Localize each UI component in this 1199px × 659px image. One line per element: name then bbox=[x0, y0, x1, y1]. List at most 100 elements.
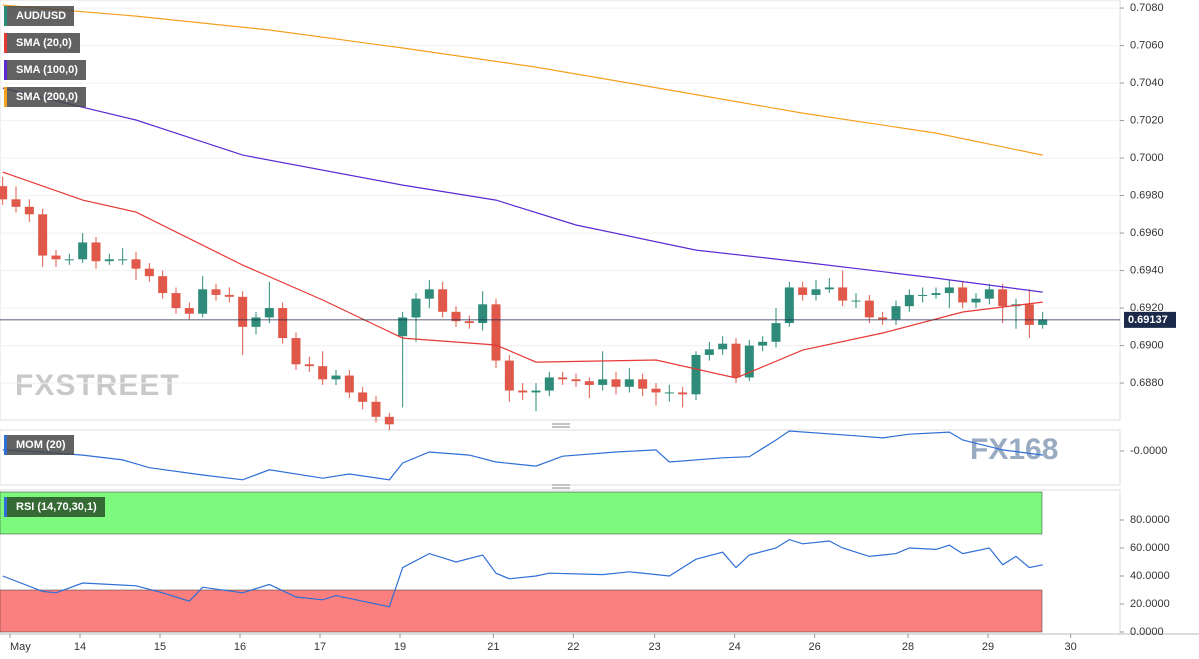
resize-handle[interactable] bbox=[552, 423, 570, 428]
plot-layer bbox=[0, 4, 1120, 633]
x-tick-label: 28 bbox=[902, 641, 914, 653]
legend-entry[interactable]: SMA (20,0) bbox=[4, 33, 80, 53]
sma-line bbox=[2, 4, 1043, 156]
candle-body bbox=[944, 287, 954, 294]
candle-body bbox=[238, 296, 248, 327]
legend-entry[interactable]: RSI (14,70,30,1) bbox=[4, 497, 105, 517]
candle-body bbox=[358, 392, 368, 402]
legend-entry[interactable]: MOM (20) bbox=[4, 435, 74, 455]
x-tick-label: 30 bbox=[1065, 641, 1077, 653]
y-tick-label: 0.6940 bbox=[1130, 264, 1164, 276]
y-tick-label: 40.0000 bbox=[1130, 570, 1170, 582]
legend-entry[interactable]: AUD/USD bbox=[4, 6, 75, 26]
y-tick-label: -0.0000 bbox=[1130, 445, 1167, 457]
candle-body bbox=[371, 401, 381, 417]
y-tick-label: 80.0000 bbox=[1130, 514, 1170, 526]
candle-body bbox=[811, 289, 821, 295]
y-tick-label: 0.7060 bbox=[1130, 39, 1164, 51]
candle-body bbox=[318, 366, 328, 380]
candle-body bbox=[158, 276, 168, 294]
candle-body bbox=[531, 390, 541, 393]
legend-entry[interactable]: SMA (200,0) bbox=[4, 87, 86, 107]
candle-body bbox=[678, 392, 688, 395]
x-tick-label: May bbox=[10, 641, 31, 653]
candle-body bbox=[971, 298, 981, 303]
candle-body bbox=[624, 379, 634, 387]
candle-body bbox=[438, 289, 448, 312]
candle-body bbox=[691, 354, 701, 395]
candle-body bbox=[78, 242, 88, 260]
sma-line bbox=[2, 87, 1043, 293]
legend-entry[interactable]: SMA (100,0) bbox=[4, 60, 86, 80]
y-tick-label: 0.6920 bbox=[1130, 302, 1164, 314]
candle-body bbox=[411, 298, 421, 318]
candle-body bbox=[464, 321, 474, 324]
candle-body bbox=[731, 343, 741, 378]
candle-body bbox=[118, 259, 128, 261]
candle-body bbox=[798, 287, 808, 295]
candle-body bbox=[251, 317, 261, 327]
candle-body bbox=[918, 294, 928, 296]
candle-body bbox=[864, 300, 874, 318]
y-tick-label: 0.6880 bbox=[1130, 377, 1164, 389]
candle-body bbox=[931, 293, 941, 295]
candle-body bbox=[571, 379, 581, 382]
candle-body bbox=[24, 206, 34, 215]
x-tick-label: 23 bbox=[649, 641, 661, 653]
candle-body bbox=[64, 259, 74, 261]
watermark: FX168 bbox=[970, 433, 1058, 466]
candle-body bbox=[424, 289, 434, 299]
y-tick-label: 0.7000 bbox=[1130, 152, 1164, 164]
candle-body bbox=[0, 186, 8, 200]
candle-body bbox=[104, 259, 114, 262]
candle-body bbox=[451, 311, 461, 322]
candle-body bbox=[478, 304, 488, 324]
candle-body bbox=[278, 308, 288, 339]
candle-body bbox=[184, 308, 194, 314]
candle-body bbox=[171, 293, 181, 309]
x-tick-label: 24 bbox=[729, 641, 741, 653]
candle-body bbox=[224, 294, 234, 297]
candle-body bbox=[291, 338, 301, 365]
x-tick-label: 29 bbox=[982, 641, 994, 653]
indicator-line bbox=[2, 538, 1043, 608]
candle-body bbox=[558, 377, 568, 380]
x-tick-label: 19 bbox=[394, 641, 406, 653]
resize-handle[interactable] bbox=[552, 484, 570, 489]
candle-body bbox=[758, 341, 768, 346]
candle-body bbox=[344, 375, 354, 393]
candle-body bbox=[304, 364, 314, 367]
candle-body bbox=[851, 300, 861, 302]
x-tick-label: 22 bbox=[567, 641, 579, 653]
candle-body bbox=[144, 268, 154, 277]
candle-body bbox=[838, 287, 848, 301]
candle-body bbox=[384, 416, 394, 425]
candle-body bbox=[904, 294, 914, 307]
candle-body bbox=[11, 199, 21, 207]
candle-body bbox=[651, 388, 661, 393]
candle-body bbox=[518, 390, 528, 393]
y-tick-label: 0.6900 bbox=[1130, 339, 1164, 351]
x-tick-label: 14 bbox=[74, 641, 86, 653]
x-tick-label: 26 bbox=[809, 641, 821, 653]
x-tick-label: 21 bbox=[487, 641, 499, 653]
y-tick-label: 20.0000 bbox=[1130, 598, 1170, 610]
candle-body bbox=[771, 323, 781, 342]
y-tick-label: 0.7080 bbox=[1130, 2, 1164, 14]
candle-body bbox=[704, 349, 714, 355]
candle-body bbox=[998, 289, 1008, 307]
candle-body bbox=[824, 287, 834, 290]
candle-body bbox=[784, 287, 794, 324]
candle-body bbox=[718, 343, 728, 350]
indicator-line bbox=[2, 430, 1043, 481]
candle-body bbox=[264, 308, 274, 318]
candle-body bbox=[958, 287, 968, 303]
candle-body bbox=[1024, 304, 1034, 325]
y-tick-label: 0.7040 bbox=[1130, 77, 1164, 89]
candle-body bbox=[744, 345, 754, 378]
candle-body bbox=[584, 381, 594, 385]
rsi-band bbox=[0, 589, 1043, 633]
y-tick-label: 0.0000 bbox=[1130, 626, 1164, 638]
x-tick-label: 16 bbox=[234, 641, 246, 653]
